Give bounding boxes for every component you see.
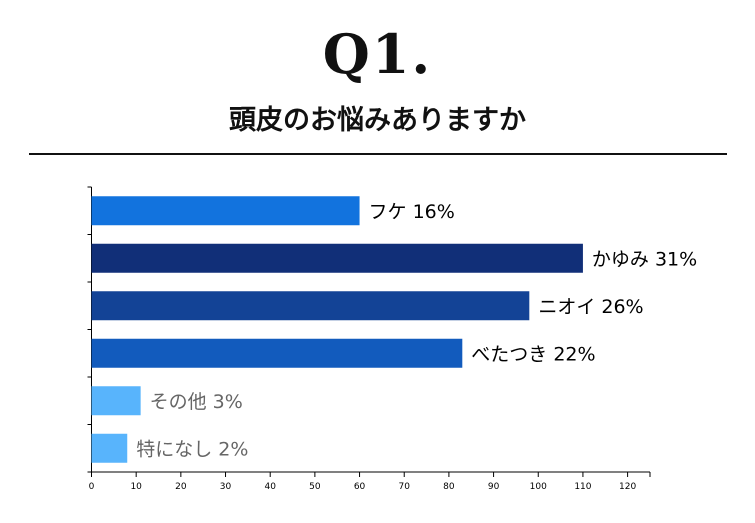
bar-1 [91, 196, 360, 226]
x-tick-label: 70 [398, 482, 410, 492]
divider [29, 153, 727, 155]
x-tick-label: 20 [175, 482, 187, 492]
x-tick-label: 80 [443, 482, 455, 492]
bar-2 [91, 243, 583, 273]
x-tick-label: 90 [488, 482, 500, 492]
x-tick-label: 60 [354, 482, 366, 492]
x-tick-label: 120 [619, 482, 636, 492]
question-text: 頭皮のお悩みありますか [229, 105, 526, 136]
bar-4 [91, 338, 463, 368]
question-number: Q1. [322, 22, 433, 86]
bar-3 [91, 291, 530, 321]
x-tick-label: 10 [130, 482, 142, 492]
bar-5 [91, 386, 141, 416]
bar-label-6: 特になし 2% [136, 438, 248, 460]
x-tick-label: 110 [574, 482, 591, 492]
x-tick-label: 50 [309, 482, 321, 492]
bar-label-3: ニオイ 26% [538, 296, 643, 318]
bar-label-4: べたつき 22% [471, 343, 595, 365]
x-tick-label: 40 [264, 482, 276, 492]
x-tick-label: 30 [220, 482, 232, 492]
x-tick-label: 0 [89, 482, 95, 492]
x-tick-label: 100 [530, 482, 547, 492]
bar-label-5: その他 3% [150, 391, 243, 413]
bar-label-1: フケ 16% [369, 201, 455, 223]
bar-6 [91, 433, 128, 463]
bar-label-2: かゆみ 31% [592, 248, 697, 270]
